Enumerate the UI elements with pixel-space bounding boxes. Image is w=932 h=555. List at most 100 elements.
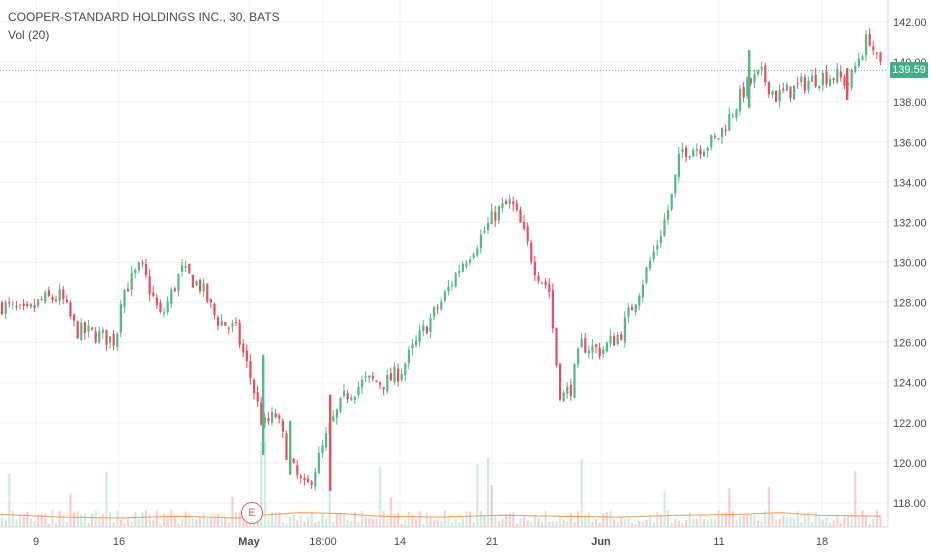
- volume-bar: [184, 511, 187, 527]
- candle-body: [166, 301, 169, 313]
- volume-bar: [321, 514, 324, 527]
- volume-bar: [764, 511, 767, 527]
- candle-body: [573, 364, 576, 398]
- volume-bar: [307, 517, 310, 527]
- candle-body: [325, 433, 328, 448]
- volume-bar: [55, 523, 58, 527]
- volume-bar: [386, 518, 389, 527]
- candle-body: [235, 321, 238, 323]
- volume-bar: [339, 512, 342, 527]
- volume-bar: [609, 510, 612, 527]
- volume-bar: [260, 442, 263, 527]
- volume-bar: [695, 519, 698, 527]
- candle-body: [58, 289, 61, 301]
- volume-bar: [364, 517, 367, 527]
- candle-body: [609, 336, 612, 344]
- volume-bar: [361, 511, 364, 527]
- volume-bar: [771, 512, 774, 527]
- candle-body: [98, 331, 101, 343]
- volume-bar: [832, 520, 835, 527]
- volume-bar: [109, 512, 112, 527]
- y-tick-label: 120.00: [893, 458, 927, 470]
- candle-spike: [846, 68, 849, 101]
- candle-body: [382, 386, 385, 390]
- candle-body: [544, 281, 547, 286]
- volume-bar: [469, 511, 472, 527]
- candle-body: [109, 336, 112, 343]
- volume-bar: [303, 521, 306, 527]
- volume-bar: [217, 513, 220, 527]
- candle-body: [260, 402, 263, 425]
- last-price-badge: 139.59: [890, 62, 928, 79]
- volume-bar: [375, 517, 378, 527]
- candle-body: [105, 329, 108, 345]
- candle-body: [476, 248, 479, 256]
- volume-bar: [541, 521, 544, 527]
- volume-bar: [177, 523, 180, 527]
- volume-bar: [645, 519, 648, 527]
- volume-bar: [278, 512, 281, 527]
- volume-bar: [757, 520, 760, 527]
- candle-body: [649, 260, 652, 269]
- candle-body: [29, 304, 32, 307]
- volume-bar: [789, 516, 792, 527]
- candle-body: [19, 304, 22, 306]
- candle-body: [101, 329, 104, 333]
- candle-body: [177, 273, 180, 292]
- volume-bar: [181, 518, 184, 527]
- candle-body: [361, 379, 364, 388]
- candle-body: [793, 85, 796, 100]
- volume-bar: [134, 512, 137, 527]
- volume-bar: [62, 515, 65, 527]
- volume-bar: [857, 516, 860, 527]
- volume-bar: [537, 518, 540, 527]
- earnings-marker[interactable]: E: [241, 502, 263, 524]
- volume-bar: [616, 522, 619, 527]
- volume-bar: [634, 523, 637, 527]
- symbol-title[interactable]: COOPER-STANDARD HOLDINGS INC., 30, BATS: [8, 10, 280, 24]
- volume-bar: [393, 515, 396, 527]
- candle-body: [551, 290, 554, 329]
- volume-bar: [317, 521, 320, 527]
- volume-bar: [213, 517, 216, 527]
- volume-indicator-label[interactable]: Vol (20): [8, 28, 50, 42]
- candle-body: [119, 304, 122, 333]
- candle-body: [217, 317, 220, 326]
- volume-bar: [875, 510, 878, 527]
- volume-bar: [487, 457, 490, 527]
- candle-body: [595, 344, 598, 348]
- volume-bar: [551, 521, 554, 527]
- volume-bar: [505, 514, 508, 527]
- candle-body: [400, 374, 403, 380]
- volume-bar: [483, 515, 486, 527]
- candle-body: [803, 77, 806, 91]
- volume-bar: [91, 513, 94, 527]
- candle-spike: [748, 50, 751, 109]
- volume-bar: [436, 519, 439, 527]
- volume-bar: [821, 519, 824, 527]
- volume-bar: [519, 518, 522, 527]
- volume-bar: [425, 512, 428, 527]
- candle-body: [152, 292, 155, 296]
- volume-bar: [836, 515, 839, 527]
- candle-body: [1, 302, 4, 314]
- candle-body: [746, 77, 749, 97]
- candle-body: [188, 263, 191, 274]
- candle-body: [8, 302, 11, 304]
- candle-body: [850, 70, 853, 88]
- candle-body: [163, 312, 166, 314]
- volume-bar: [346, 519, 349, 527]
- candle-body: [872, 46, 875, 51]
- volume-bar: [195, 519, 198, 527]
- volume-bar: [357, 522, 360, 527]
- candle-body: [145, 263, 148, 276]
- candle-body: [4, 302, 7, 314]
- candle-body: [681, 149, 684, 152]
- candle-body: [130, 272, 133, 290]
- candle-body: [123, 289, 126, 307]
- candle-body: [479, 234, 482, 249]
- candle-body: [242, 343, 245, 353]
- volume-bar: [847, 515, 850, 527]
